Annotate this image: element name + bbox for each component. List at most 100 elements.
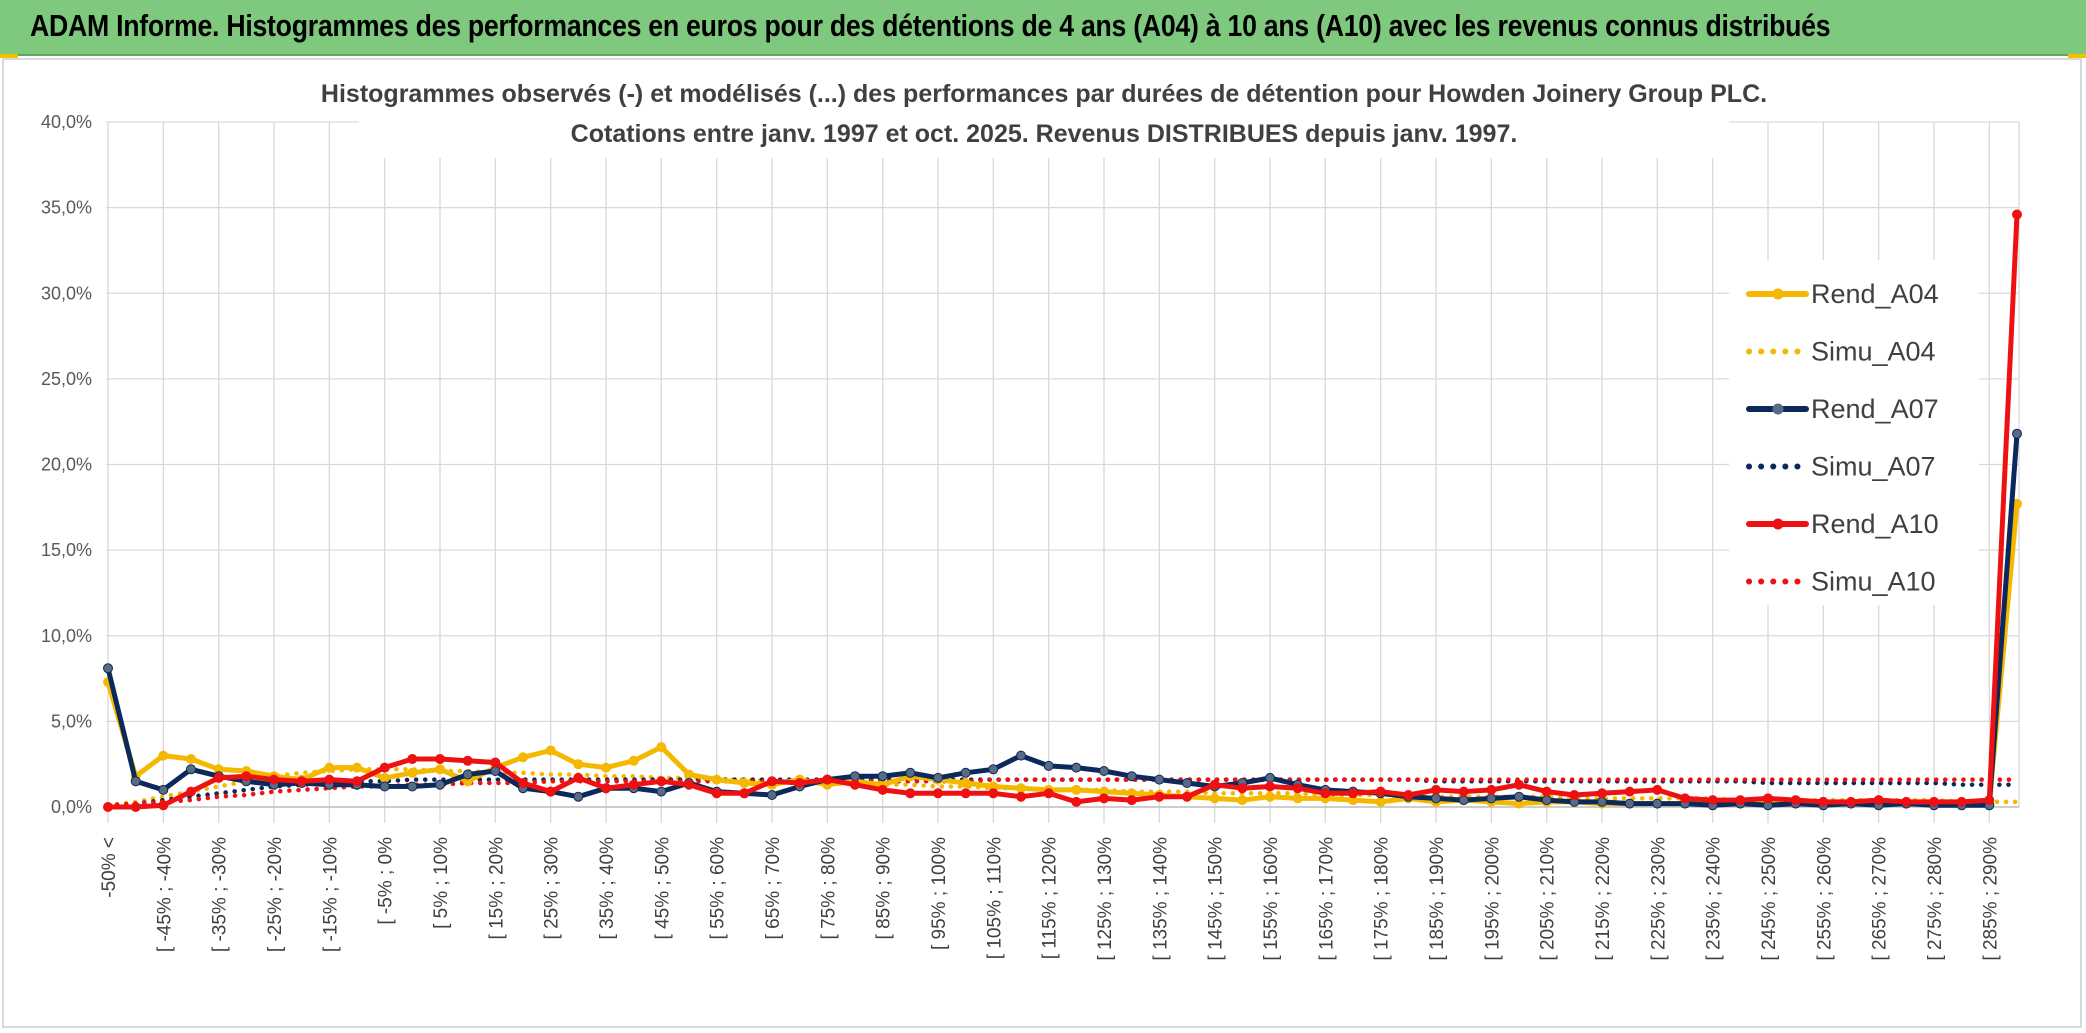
data-point: [1043, 760, 1054, 771]
data-point: [1624, 786, 1635, 797]
data-point: [1431, 784, 1441, 795]
data-point: [1016, 750, 1026, 761]
x-tick-label: [ -25% ; -20%: [265, 837, 286, 952]
x-tick-label: [ 175% ; 180%: [1372, 837, 1393, 961]
data-point: [324, 762, 335, 773]
data-point: [2012, 428, 2022, 439]
data-point: [573, 791, 584, 802]
x-tick-label: [ 195% ; 200%: [1482, 837, 1503, 961]
data-point: [1237, 783, 1248, 794]
data-point: [186, 786, 196, 797]
series-rend-a10: [103, 209, 2022, 812]
data-point: [1680, 793, 1690, 804]
x-tick-label: [ 65% ; 70%: [763, 837, 784, 940]
data-point: [711, 788, 722, 799]
x-tick-label: [ 275% ; 280%: [1925, 837, 1946, 961]
data-point: [1458, 786, 1469, 797]
data-point: [158, 800, 169, 811]
data-point: [628, 779, 639, 790]
data-point: [407, 767, 418, 778]
data-point: [1541, 795, 1552, 806]
x-tick-label: [ 125% ; 130%: [1095, 837, 1116, 961]
series-line: [105, 431, 2020, 808]
data-point: [1597, 788, 1607, 799]
data-point: [739, 788, 750, 799]
data-point: [877, 784, 888, 795]
x-tick-label: [ 225% ; 230%: [1648, 837, 1669, 961]
data-point: [877, 771, 888, 782]
data-point: [186, 754, 196, 764]
data-point: [1126, 795, 1137, 806]
data-point: [1292, 783, 1303, 794]
data-point: [518, 752, 528, 763]
data-point: [1486, 793, 1497, 804]
data-point: [601, 762, 611, 773]
legend-background: [1729, 260, 1979, 605]
data-point: [767, 790, 777, 800]
report-banner: ADAM Informe. Histogrammes des performan…: [0, 0, 2086, 56]
x-tick-label: [ 265% ; 270%: [1870, 837, 1891, 961]
x-tick-label: [ 255% ; 260%: [1814, 837, 1835, 961]
x-tick-label: [ -45% ; -40%: [154, 837, 175, 952]
data-point: [1348, 788, 1358, 799]
data-point: [1016, 791, 1026, 802]
x-tick-label: [ 85% ; 90%: [874, 837, 895, 940]
data-point: [739, 778, 750, 788]
legend-item: Simu_A10: [1746, 567, 1936, 597]
series-line: [105, 212, 2020, 810]
data-point: [1292, 793, 1303, 804]
y-tick-label: 25,0%: [41, 369, 92, 389]
data-point: [379, 772, 390, 783]
data-point: [103, 802, 113, 812]
x-tick-label: [ 105% ; 110%: [984, 837, 1005, 959]
data-point: [656, 776, 667, 787]
x-tick-label: -50% <: [99, 837, 120, 898]
y-tick-label: 20,0%: [41, 455, 92, 475]
x-tick-label: [ -5% ; 0%: [376, 837, 397, 925]
data-point: [545, 745, 556, 756]
data-point: [1707, 795, 1718, 806]
data-point: [1873, 795, 1884, 806]
data-point: [1901, 796, 1912, 807]
grid: [106, 121, 2020, 823]
data-point: [1126, 771, 1137, 782]
legend-item: Rend_A10: [1746, 509, 1939, 539]
data-point: [1237, 795, 1248, 806]
corner-accent-right: [2068, 54, 2086, 58]
data-point: [324, 774, 335, 785]
data-point: [711, 774, 722, 785]
data-point: [933, 788, 943, 799]
x-tick-label: [ 285% ; 290%: [1980, 837, 2001, 961]
legend-item: Simu_A07: [1746, 452, 1936, 482]
data-point: [352, 776, 362, 787]
data-point: [1182, 791, 1192, 802]
series: [103, 209, 2022, 812]
data-point: [379, 762, 390, 773]
x-tick-label: [ 145% ; 150%: [1206, 837, 1227, 961]
data-point: [1375, 796, 1386, 807]
data-point: [1652, 784, 1663, 795]
data-point: [1431, 793, 1441, 804]
y-tick-label: 5,0%: [51, 711, 92, 731]
data-point: [1071, 762, 1082, 773]
data-point: [1763, 793, 1773, 804]
data-point: [1486, 784, 1497, 795]
legend-marker: [1772, 288, 1784, 300]
data-point: [435, 754, 445, 764]
legend-item: Rend_A07: [1746, 394, 1939, 424]
data-point: [462, 769, 473, 780]
x-tick-label: [ 95% ; 100%: [929, 837, 950, 950]
data-point: [296, 776, 307, 787]
data-point: [130, 802, 141, 812]
data-point: [130, 776, 141, 787]
data-point: [988, 788, 999, 799]
y-tick-label: 35,0%: [41, 198, 92, 218]
data-point: [960, 767, 971, 778]
data-point: [1265, 772, 1275, 783]
data-point: [490, 757, 501, 768]
chart-subtitle: Cotations entre janv. 1997 et oct. 2025.…: [571, 120, 1518, 148]
data-point: [435, 779, 445, 790]
legend-label: Simu_A10: [1811, 567, 1936, 597]
histogram-chart: 0,0% 5,0% 10,0% 15,0% 20,0% 25,0% 30,0% 35,0% 40…: [41, 66, 2022, 961]
data-point: [1099, 793, 1109, 804]
